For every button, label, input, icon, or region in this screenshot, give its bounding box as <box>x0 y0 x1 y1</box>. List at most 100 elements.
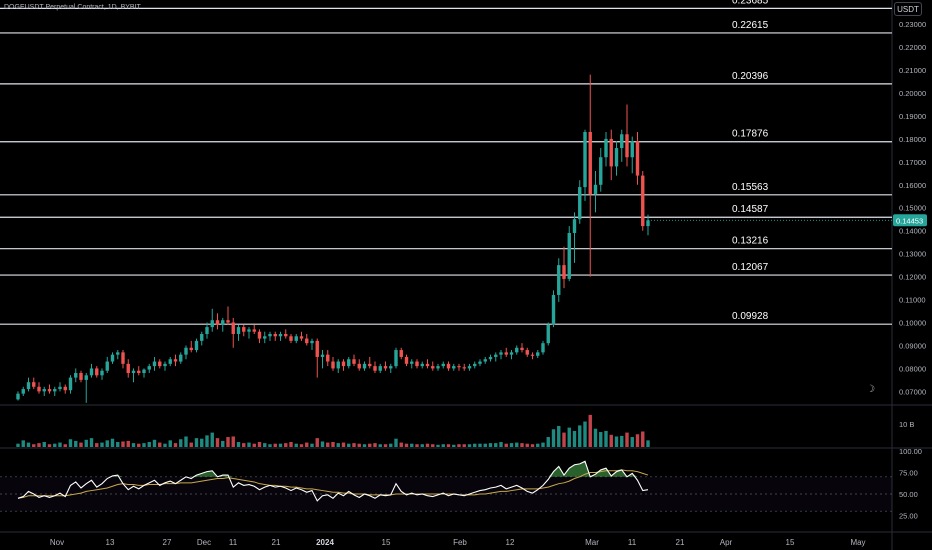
time-axis-label: 13 <box>106 538 115 547</box>
volume-bar <box>347 443 351 447</box>
price-tick-label: 0.10000 <box>899 319 926 328</box>
time-axis-label: 21 <box>272 538 281 547</box>
candle-body <box>530 354 535 356</box>
volume-bar <box>226 437 230 447</box>
candle-body <box>347 359 351 367</box>
price-tick-label: 0.11000 <box>899 296 926 305</box>
candle-body <box>399 350 403 357</box>
volume-bar <box>415 444 419 447</box>
fib-level-label: 0.09928 <box>732 311 769 322</box>
volume-bar <box>389 443 393 447</box>
candle-body <box>110 354 115 362</box>
time-axis-label: 12 <box>506 538 515 547</box>
candle-body <box>221 320 225 325</box>
candle-body <box>457 366 461 368</box>
volume-bar <box>116 442 120 447</box>
candle-body <box>179 354 183 362</box>
candle-body <box>410 361 414 364</box>
volume-bar <box>189 442 193 447</box>
volume-bar <box>436 444 440 447</box>
candle-body <box>200 333 204 341</box>
candle-body <box>21 389 25 394</box>
volume-bar <box>32 444 36 447</box>
volume-bar <box>557 425 561 447</box>
volume-bar <box>310 443 314 447</box>
session-moon-icon[interactable]: ☽ <box>866 384 875 395</box>
price-tick-label: 0.14000 <box>899 227 926 236</box>
volume-bar <box>520 443 524 447</box>
candle-body <box>158 361 162 367</box>
volume-bar <box>74 440 78 447</box>
volume-bar <box>604 430 608 447</box>
time-axis-label: 21 <box>676 538 685 547</box>
candle-body <box>236 327 241 334</box>
candle-body <box>567 232 571 279</box>
time-axis-label: 27 <box>163 538 172 547</box>
currency-button[interactable]: USDT <box>894 2 922 16</box>
candle-body <box>557 265 561 295</box>
volume-bar <box>609 434 613 447</box>
candle-body <box>509 352 514 355</box>
candle-body <box>284 333 288 337</box>
price-tick-label: 0.15000 <box>899 204 926 213</box>
volume-bar <box>646 440 650 447</box>
volume-bar <box>473 443 477 447</box>
volume-bar <box>462 444 466 447</box>
candle-body <box>336 361 340 369</box>
volume-bar <box>593 428 598 447</box>
volume-bar <box>599 432 603 447</box>
candle-body <box>289 336 293 341</box>
volume-bar <box>42 442 46 447</box>
volume-bar <box>221 440 225 447</box>
volume-bar <box>578 425 582 447</box>
price-tick-label: 0.19000 <box>899 112 926 121</box>
candle-body <box>620 134 624 149</box>
price-tick-label: 0.08000 <box>899 364 926 373</box>
time-axis-label: May <box>850 538 865 547</box>
rsi-tick-label: 100.00 <box>899 447 922 456</box>
candle-body <box>189 347 193 351</box>
volume-bar <box>326 442 330 447</box>
candle-body <box>425 363 430 367</box>
volume-bar <box>26 442 31 447</box>
volume-bar <box>173 443 178 447</box>
volume-bar <box>541 442 545 447</box>
volume-bar <box>515 442 519 447</box>
candle-body <box>352 359 356 364</box>
volume-bar <box>625 432 629 447</box>
volume-bar <box>446 444 451 447</box>
candle-body <box>16 393 20 400</box>
time-axis-label: Nov <box>50 538 64 547</box>
candle-body <box>142 369 146 374</box>
candle-body <box>305 338 309 344</box>
volume-bar <box>121 441 125 447</box>
candle-body <box>572 219 577 233</box>
candle-body <box>163 363 167 367</box>
volume-bar <box>530 444 535 447</box>
candle-body <box>488 356 493 360</box>
fib-level-label: 0.17876 <box>732 129 769 140</box>
price-tick-label: 0.09000 <box>899 341 926 350</box>
volume-bar <box>504 443 508 447</box>
candle-body <box>499 352 503 355</box>
volume-bar <box>567 427 571 447</box>
volume-bar <box>588 414 592 447</box>
fib-level-label: 0.22615 <box>732 20 769 31</box>
candle-body <box>68 377 73 391</box>
volume-group <box>16 414 650 447</box>
candle-body <box>593 184 598 194</box>
candle-body <box>168 359 172 364</box>
time-axis-label: 15 <box>786 538 795 547</box>
candle-body <box>95 368 99 376</box>
price-tick-label: 0.21000 <box>899 66 926 75</box>
candle-body <box>520 347 524 351</box>
candle-body <box>131 370 136 374</box>
candle-body <box>357 363 361 369</box>
candle-body <box>641 175 645 227</box>
volume-bar <box>425 443 430 447</box>
candle-body <box>121 352 125 364</box>
candle-body <box>446 363 451 369</box>
candle-body <box>137 370 141 374</box>
candle-body <box>389 366 393 369</box>
